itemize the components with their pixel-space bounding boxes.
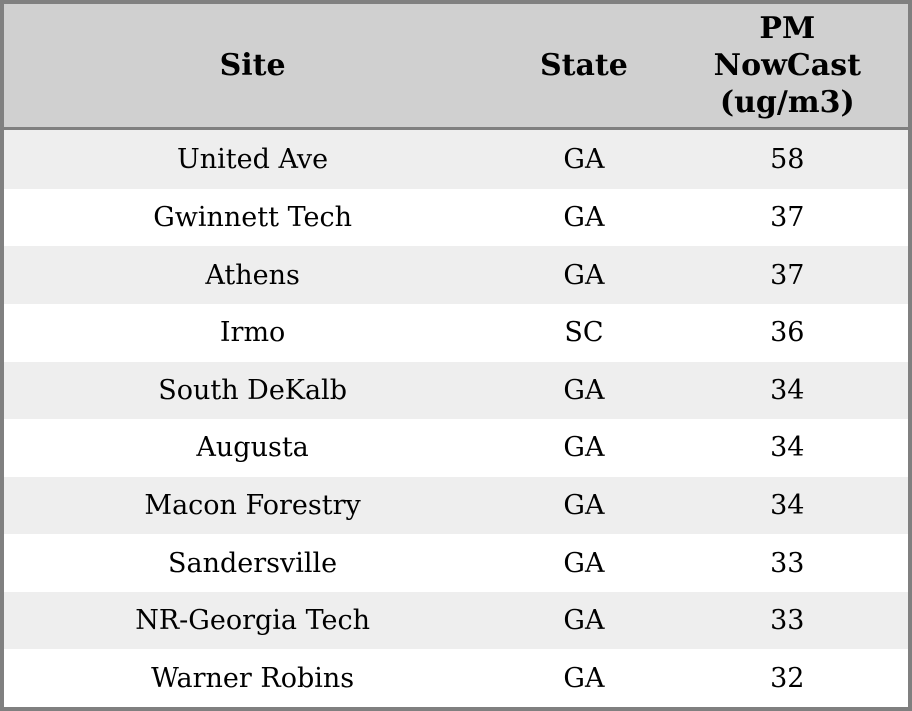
cell-state: GA [563, 432, 605, 464]
cell-site: Macon Forestry [144, 489, 361, 521]
cell-state: GA [563, 547, 605, 579]
cell-pm-nowcast: 34 [770, 432, 805, 464]
cell-site: NR-Georgia Tech [135, 605, 370, 637]
cell-pm-nowcast: 37 [770, 202, 805, 234]
table-row: South DeKalb GA 34 [4, 361, 908, 420]
cell-site: Sandersville [168, 547, 338, 579]
cell-site: South DeKalb [158, 374, 347, 406]
cell-state: GA [563, 374, 605, 406]
cell-state: GA [563, 605, 605, 637]
cell-pm-nowcast: 37 [770, 259, 805, 291]
table-row: Athens GA 37 [4, 246, 908, 304]
cell-state: GA [563, 143, 605, 175]
cell-site: United Ave [177, 143, 329, 175]
cell-pm-nowcast: 33 [770, 547, 805, 579]
cell-site: Irmo [219, 317, 286, 349]
cell-pm-nowcast: 58 [770, 143, 805, 175]
table-row: Augusta GA 34 [4, 419, 908, 477]
cell-state: GA [563, 489, 605, 521]
site-readings-table: Site State PM NowCast (ug/m3) United Ave… [4, 4, 908, 707]
cell-state: GA [563, 202, 605, 234]
table-row: Irmo SC 36 [4, 303, 908, 362]
cell-state: GA [563, 259, 605, 291]
cell-site: Gwinnett Tech [153, 202, 352, 234]
cell-pm-nowcast: 34 [770, 374, 805, 406]
table-row: United Ave GA 58 [4, 128, 908, 189]
cell-site: Warner Robins [151, 662, 355, 694]
cell-pm-nowcast: 34 [770, 489, 805, 521]
column-header-pm-nowcast: PM NowCast (ug/m3) [666, 4, 908, 130]
header-row: Site State PM NowCast (ug/m3) [4, 4, 908, 130]
table-row: Gwinnett Tech GA 37 [4, 188, 908, 247]
table-row: Macon Forestry GA 34 [4, 476, 908, 535]
table-header: Site State PM NowCast (ug/m3) [4, 4, 908, 130]
column-header-state: State [501, 4, 667, 130]
column-header-site: Site [4, 4, 502, 130]
table-row: Sandersville GA 33 [4, 534, 908, 592]
cell-state: GA [563, 662, 605, 694]
cell-site: Athens [205, 259, 300, 291]
cell-pm-nowcast: 32 [770, 662, 805, 694]
cell-state: SC [564, 317, 604, 349]
table-row: Warner Robins GA 32 [4, 649, 908, 707]
cell-pm-nowcast: 33 [770, 605, 805, 637]
table-row: NR-Georgia Tech GA 33 [4, 591, 908, 650]
table-body: United Ave GA 58 Gwinnett Tech GA 37 Ath… [4, 128, 908, 707]
cell-site: Augusta [196, 432, 309, 464]
cell-pm-nowcast: 36 [770, 317, 805, 349]
